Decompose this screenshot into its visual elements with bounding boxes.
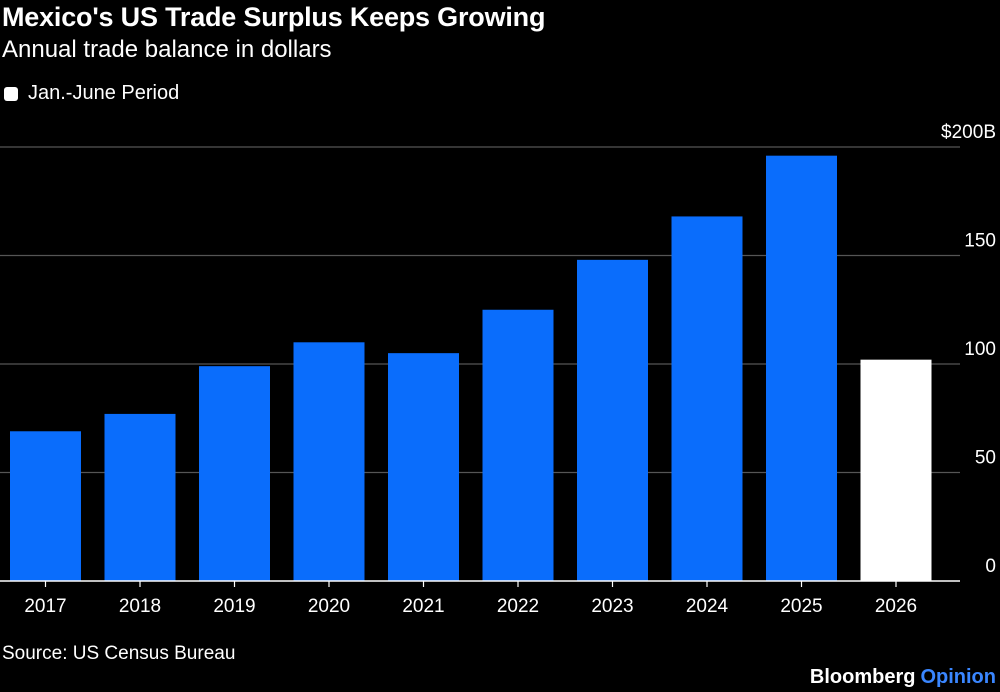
x-tick-label: 2024 — [686, 596, 729, 617]
y-tick-label: 150 — [964, 231, 996, 252]
x-tick-label: 2023 — [591, 596, 633, 617]
x-tick-label: 2019 — [213, 596, 255, 617]
x-tick-label: 2026 — [875, 596, 917, 617]
x-tick-label: 2025 — [780, 596, 822, 617]
x-tick-label: 2017 — [24, 596, 66, 617]
bar-2018 — [104, 413, 176, 581]
bar-2025 — [766, 155, 837, 581]
y-tick-label: 100 — [964, 339, 996, 360]
bars — [10, 155, 932, 581]
legend-swatch-partial-period — [4, 86, 18, 101]
bar-2024 — [671, 216, 743, 581]
legend: Jan.-June Period — [4, 82, 179, 105]
x-tick-label: 2018 — [119, 596, 161, 617]
bar-2017 — [10, 431, 81, 581]
y-tick-label: $200B — [941, 122, 996, 143]
x-axis-ticks: 2017 2018 2019 2020 2021 2022 2023 2024 2025 2026 — [24, 581, 917, 617]
bar-2023 — [577, 259, 648, 581]
source-note: Source: US Census Bureau — [2, 643, 236, 664]
x-tick-label: 2022 — [497, 596, 539, 617]
y-tick-label: 0 — [985, 556, 996, 577]
brand-logo: Bloomberg Opinion — [810, 666, 996, 689]
x-tick-label: 2021 — [402, 596, 444, 617]
bar-2022 — [482, 309, 554, 581]
y-tick-label: 50 — [975, 448, 996, 469]
brand-name: Bloomberg — [809, 666, 916, 688]
legend-label: Jan.-June Period — [28, 82, 180, 104]
y-axis-ticks: 0 50 100 150 $200B — [941, 122, 996, 577]
bar-2026 — [860, 359, 932, 581]
chart-title: Mexico's US Trade Surplus Keeps Growing — [2, 2, 546, 32]
bar-2020 — [293, 342, 365, 581]
brand-suffix: Opinion — [920, 666, 996, 688]
bar-2019 — [199, 366, 270, 581]
chart-subtitle: Annual trade balance in dollars — [2, 36, 332, 63]
x-tick-label: 2020 — [308, 596, 350, 617]
bar-2021 — [388, 353, 459, 581]
